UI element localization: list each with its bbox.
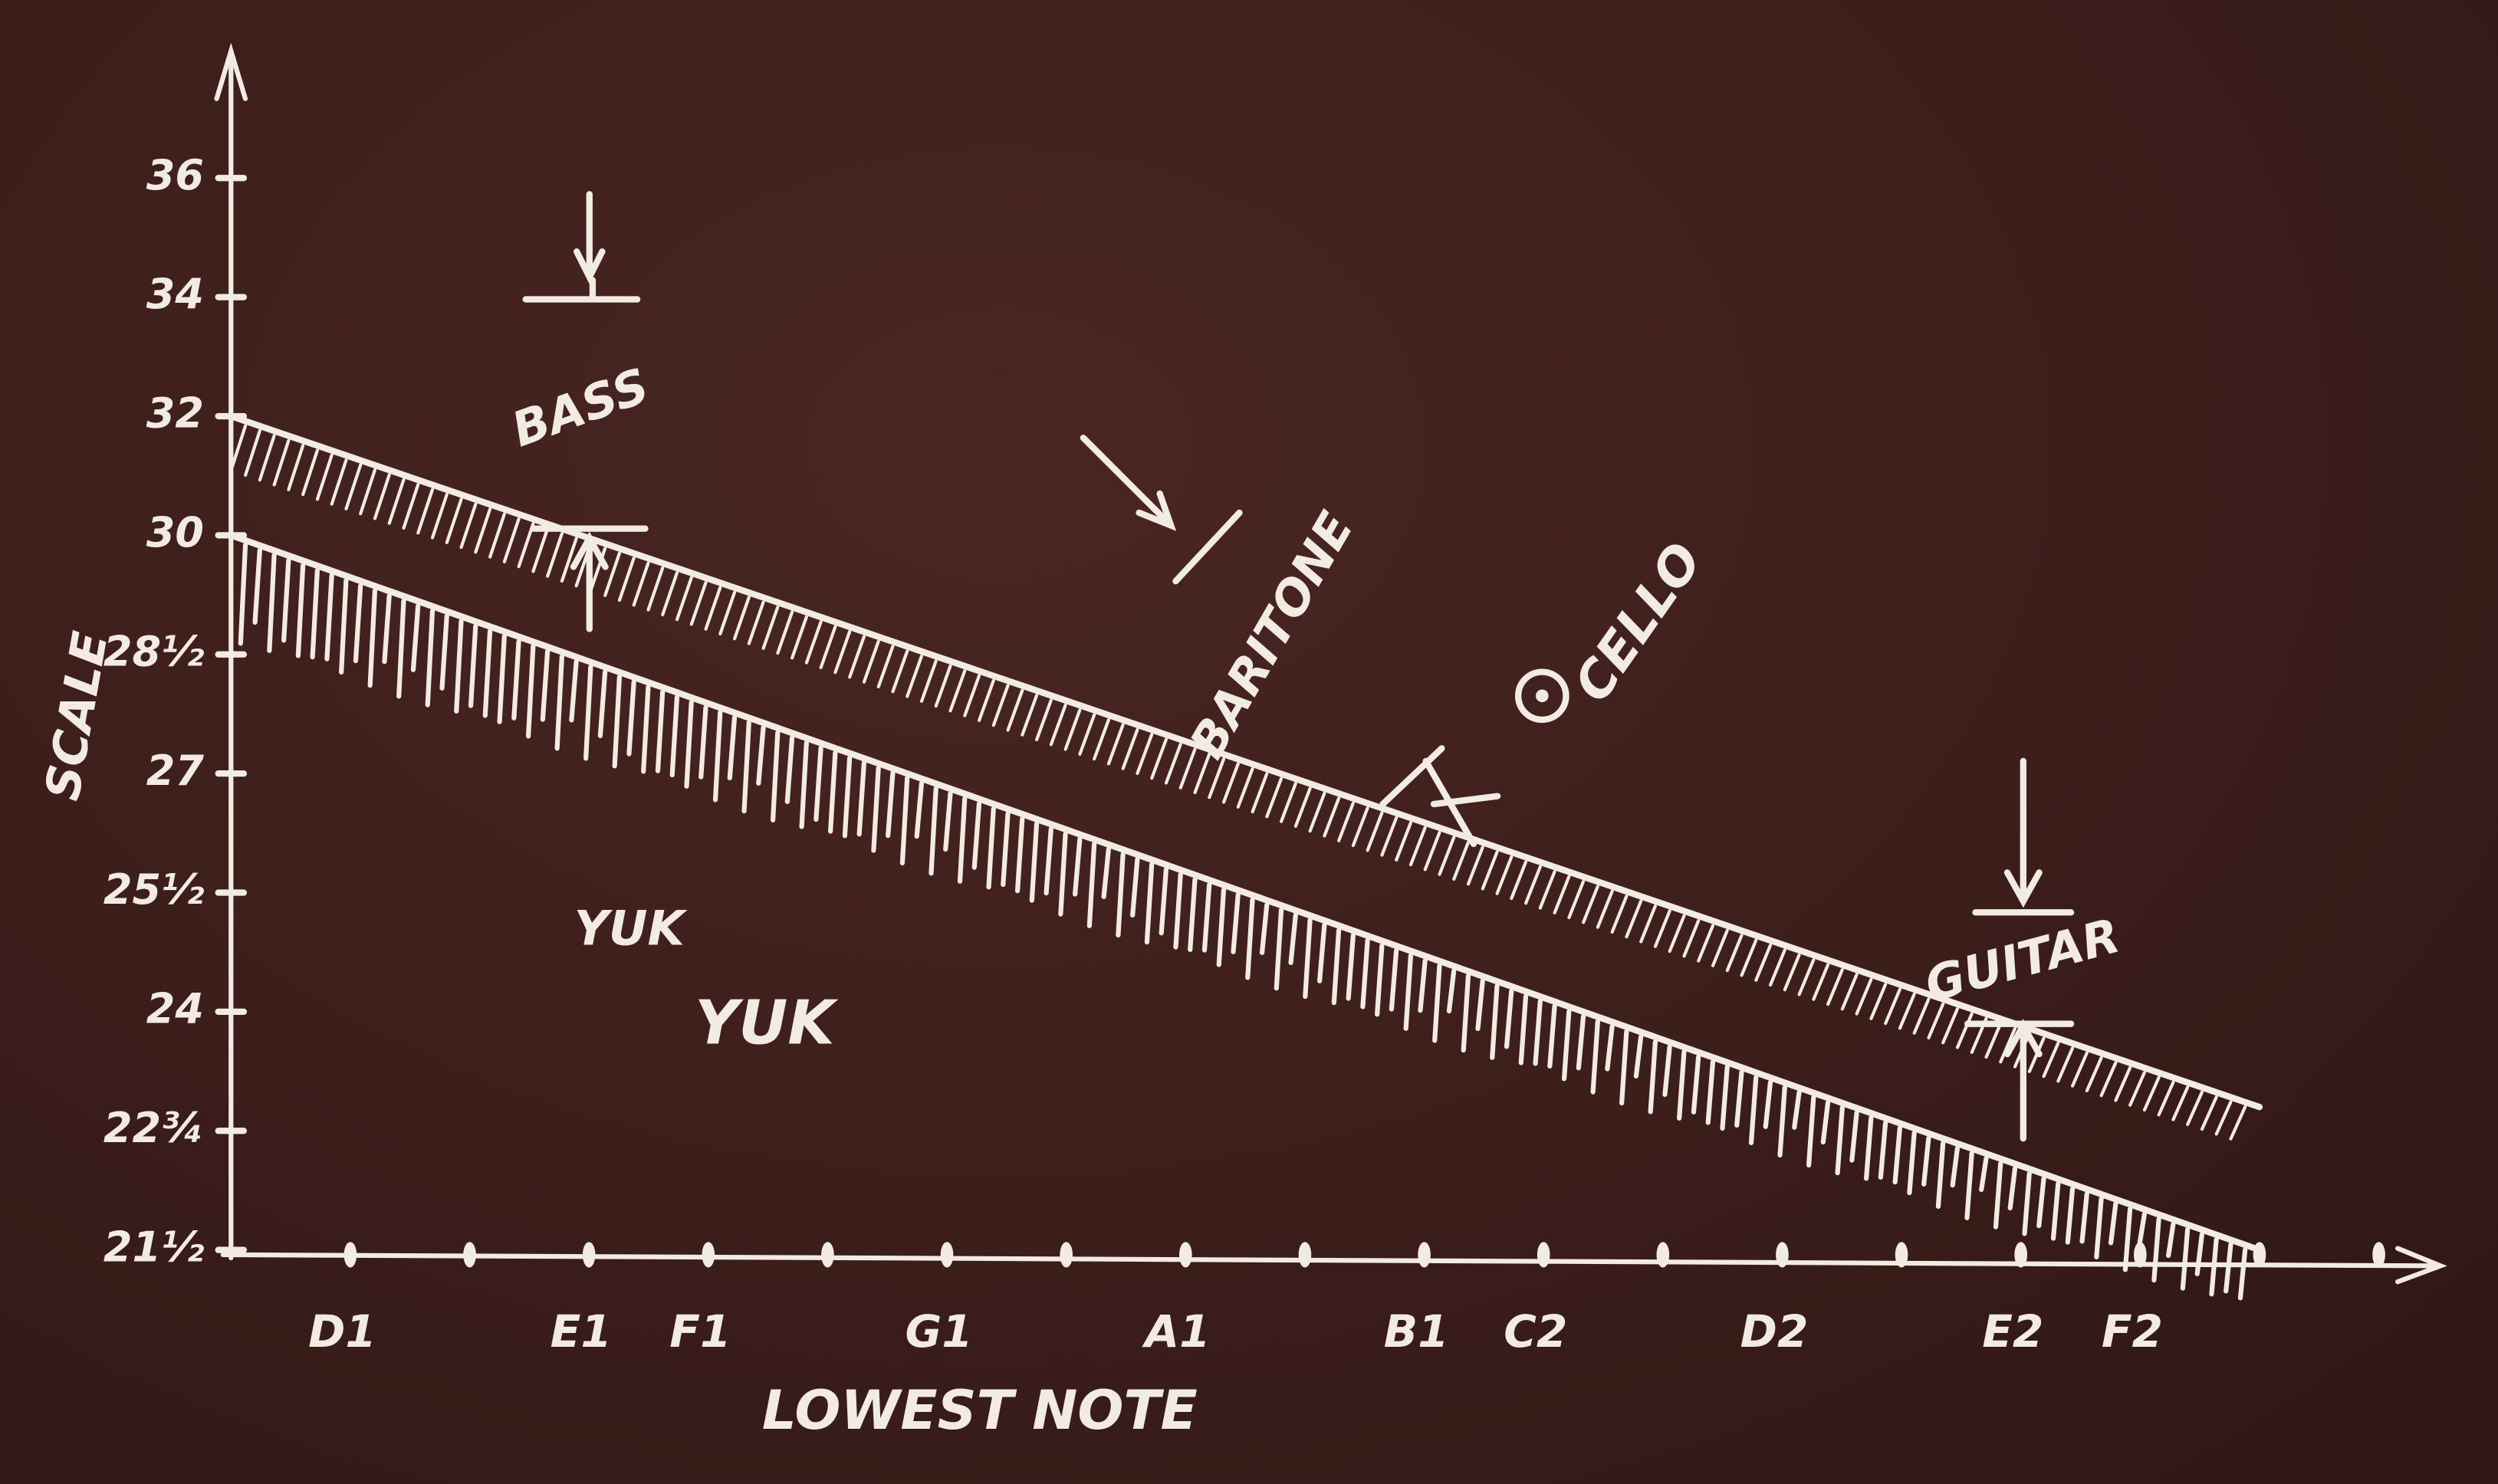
y-tick-label: 28½ xyxy=(104,627,204,675)
x-axis-arrow xyxy=(2394,1246,2447,1285)
x-tick xyxy=(1776,1242,1789,1268)
annotation: YUK xyxy=(574,900,689,956)
hatching xyxy=(229,424,2247,1141)
x-tick-label: F2 xyxy=(2102,1305,2163,1358)
x-tick xyxy=(2372,1242,2385,1268)
annotation: BARITONE xyxy=(1179,503,1365,768)
x-tick xyxy=(343,1242,357,1268)
x-tick xyxy=(821,1242,834,1268)
cello-dot xyxy=(1536,689,1549,703)
x-tick xyxy=(1060,1242,1073,1268)
x-tick xyxy=(1895,1242,1908,1268)
x-tick xyxy=(1298,1242,1312,1268)
cello-circle xyxy=(1514,668,1569,724)
annotation: BASS xyxy=(505,357,656,458)
x-tick-label: C2 xyxy=(1504,1305,1567,1358)
x-tick-label: E1 xyxy=(551,1305,612,1358)
x-tick xyxy=(463,1242,476,1268)
x-tick xyxy=(2014,1242,2028,1268)
x-tick xyxy=(1537,1242,1550,1268)
x-tick xyxy=(582,1242,596,1268)
y-tick-label: 24 xyxy=(146,985,204,1033)
series-line xyxy=(228,532,2263,1253)
x-tick-label: D2 xyxy=(1740,1305,1809,1358)
x-tick-label: G1 xyxy=(906,1305,973,1358)
x-tick-label: B1 xyxy=(1384,1305,1449,1358)
x-axis xyxy=(220,1252,2440,1269)
annotation: CELLO xyxy=(1562,532,1714,713)
guitar-symbol xyxy=(1972,757,2075,916)
x-tick xyxy=(1178,1242,1192,1268)
y-tick-label: 30 xyxy=(146,508,204,556)
cello-symbol xyxy=(1379,745,1501,848)
y-tick-label: 34 xyxy=(146,270,204,318)
x-tick xyxy=(1418,1242,1431,1268)
series-line xyxy=(228,412,2263,1111)
y-tick-label: 32 xyxy=(146,389,204,438)
x-tick-label: D1 xyxy=(308,1305,376,1358)
guitar-marker xyxy=(1964,1019,2075,1142)
x-tick-label: E2 xyxy=(1982,1305,2043,1358)
x-tick-label: A1 xyxy=(1142,1305,1210,1358)
x-tick xyxy=(702,1242,715,1268)
x-tick-label: F1 xyxy=(669,1305,731,1358)
y-axis-arrow xyxy=(214,42,248,101)
y-tick-label: 27 xyxy=(146,747,205,795)
annotation: YUK xyxy=(695,987,839,1058)
y-tick-label: 25½ xyxy=(104,865,204,914)
y-tick-label: 21½ xyxy=(104,1223,204,1271)
annotation: GUITAR xyxy=(1919,908,2125,1013)
x-tick xyxy=(940,1242,954,1268)
y-tick-label: 36 xyxy=(146,151,204,199)
hatching xyxy=(238,543,2248,1301)
baritone-symbol xyxy=(1080,435,1243,585)
x-tick xyxy=(2134,1242,2147,1268)
y-tick-label: 22¾ xyxy=(104,1104,204,1152)
x-axis-title: LOWEST NOTE xyxy=(762,1378,1198,1442)
x-tick xyxy=(1656,1242,1670,1268)
bass-symbol xyxy=(522,191,641,303)
